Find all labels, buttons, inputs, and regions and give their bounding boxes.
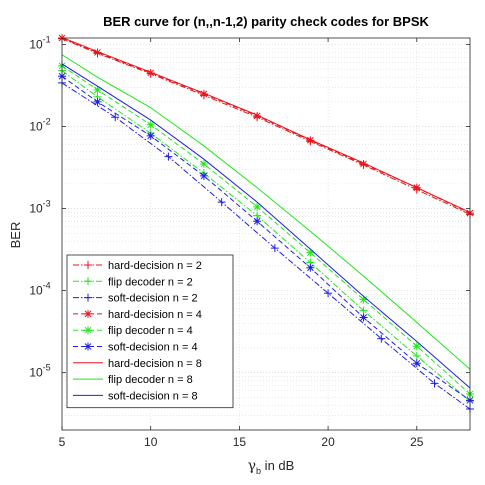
series-marker-asterisk	[146, 120, 155, 129]
legend-label: flip decoder n = 4	[108, 325, 193, 337]
legend-entry: hard-decision n = 4	[73, 309, 202, 321]
x-axis-label-subscript: b	[256, 466, 261, 476]
x-tick-label: 5	[59, 435, 66, 449]
series-marker-plus	[324, 289, 333, 298]
plot-area	[58, 34, 474, 431]
series-marker-asterisk	[253, 217, 262, 226]
series-marker-asterisk	[253, 111, 262, 120]
series-marker-asterisk	[199, 89, 208, 98]
legend-entry: soft-decision n = 2	[73, 293, 198, 305]
x-axis-label: γb in dB	[248, 458, 295, 476]
series-marker-plus	[359, 306, 368, 315]
series-marker-asterisk	[146, 68, 155, 77]
series-marker-asterisk	[84, 309, 92, 318]
y-axis-ticks: 10-1 10-2 10-3 10-4 10-5	[29, 34, 470, 380]
series-line	[61, 63, 471, 389]
legend-entry: flip decoder n = 4	[73, 325, 193, 337]
legend-box	[66, 254, 234, 409]
series-marker-plus	[412, 351, 421, 360]
series-marker-asterisk	[199, 171, 208, 180]
x-axis-label-suffix: in dB	[261, 458, 294, 473]
series-marker-plus	[377, 334, 386, 343]
legend-label: soft-decision n = 4	[108, 342, 198, 354]
series-marker-asterisk	[412, 359, 421, 368]
series-8	[61, 54, 471, 370]
series-layer	[58, 34, 474, 414]
legend-entry: soft-decision n = 4	[73, 342, 198, 354]
x-tick-label: 20	[321, 435, 335, 449]
grid	[61, 38, 470, 431]
legend-label: flip decoder n = 8	[108, 374, 193, 386]
series-marker-plus	[430, 379, 439, 388]
legend-entry: hard-decision n = 8	[73, 358, 202, 370]
series-line	[61, 36, 471, 213]
series-marker-asterisk	[84, 326, 92, 335]
series-marker-asterisk	[359, 159, 368, 168]
y-tick-label: 10-4	[29, 281, 50, 298]
series-marker-plus	[270, 244, 279, 253]
y-tick-label: 10-1	[29, 34, 50, 51]
y-tick-label: 10-5	[29, 363, 50, 380]
x-axis-ticks: 5 10 15 20 25	[59, 38, 424, 449]
series-marker-asterisk	[306, 263, 315, 272]
legend-entry: soft-decision n = 8	[73, 390, 198, 402]
series-marker-plus	[217, 198, 226, 207]
series-marker-plus	[84, 293, 92, 302]
series-marker-asterisk	[412, 342, 421, 351]
legend-entry: flip decoder n = 2	[73, 276, 193, 288]
series-marker-asterisk	[93, 85, 102, 94]
series-marker-plus	[111, 113, 120, 122]
legend-label: soft-decision n = 8	[108, 390, 198, 402]
legend-entry: hard-decision n = 2	[73, 260, 202, 272]
x-axis-label-symbol: γ	[248, 458, 256, 474]
series-marker-asterisk	[93, 97, 102, 106]
legend-entry: flip decoder n = 8	[73, 374, 193, 386]
series-marker-plus	[164, 152, 173, 161]
series-marker-asterisk	[84, 342, 92, 351]
legend-label: hard-decision n = 2	[108, 260, 202, 272]
series-marker-plus	[84, 277, 92, 286]
y-tick-label: 10-3	[29, 199, 50, 216]
y-tick-label: 10-2	[29, 117, 50, 134]
legend-label: hard-decision n = 8	[108, 358, 202, 370]
series-7	[61, 36, 471, 213]
series-marker-asterisk	[199, 159, 208, 168]
series-marker-asterisk	[306, 248, 315, 257]
x-tick-label: 25	[410, 435, 424, 449]
series-marker-asterisk	[359, 295, 368, 304]
series-5	[58, 61, 474, 398]
x-tick-label: 15	[233, 435, 247, 449]
series-marker-asterisk	[146, 131, 155, 140]
chart-title: BER curve for (n,,n-1,2) parity check co…	[103, 14, 429, 29]
series-marker-plus	[84, 261, 92, 269]
legend: hard-decision n = 2 flip decoder n = 2 sof…	[66, 254, 234, 409]
legend-label: hard-decision n = 4	[108, 309, 202, 321]
y-axis-label: BER	[8, 222, 23, 249]
series-9	[61, 63, 471, 389]
legend-label: soft-decision n = 2	[108, 293, 198, 305]
x-tick-label: 10	[144, 435, 158, 449]
series-marker-asterisk	[253, 202, 262, 211]
series-line	[61, 54, 471, 370]
series-marker-asterisk	[359, 313, 368, 322]
legend-label: flip decoder n = 2	[108, 276, 193, 288]
series-marker-asterisk	[93, 48, 102, 57]
plot-border	[61, 37, 471, 431]
